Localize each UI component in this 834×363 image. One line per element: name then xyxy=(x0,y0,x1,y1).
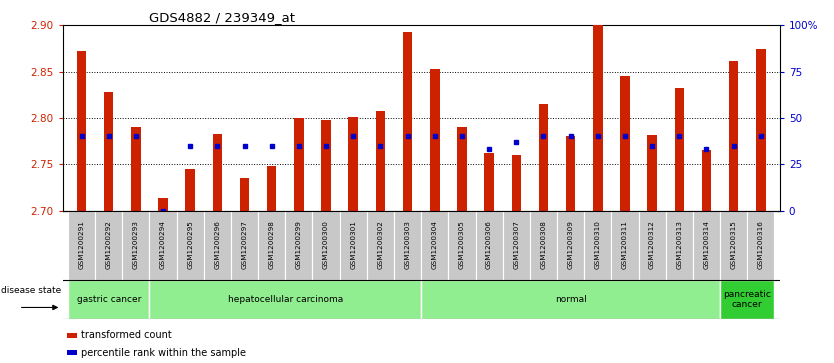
Text: GSM1200315: GSM1200315 xyxy=(731,221,736,269)
Text: GSM1200296: GSM1200296 xyxy=(214,221,220,269)
Text: GSM1200301: GSM1200301 xyxy=(350,221,356,269)
Bar xyxy=(756,49,766,211)
Bar xyxy=(339,211,367,280)
Bar xyxy=(285,211,313,280)
Bar xyxy=(231,211,259,280)
Bar xyxy=(747,211,774,280)
Text: gastric cancer: gastric cancer xyxy=(77,295,141,304)
Bar xyxy=(620,76,630,211)
Text: GSM1200293: GSM1200293 xyxy=(133,221,139,269)
Bar xyxy=(720,211,747,280)
Bar xyxy=(639,211,666,280)
Bar xyxy=(104,92,113,211)
Text: GSM1200302: GSM1200302 xyxy=(378,221,384,269)
Text: hepatocellular carcinoma: hepatocellular carcinoma xyxy=(228,295,343,304)
Bar xyxy=(403,32,412,211)
Text: GSM1200304: GSM1200304 xyxy=(432,221,438,269)
Bar xyxy=(503,211,530,280)
Text: GSM1200316: GSM1200316 xyxy=(758,221,764,269)
Bar xyxy=(584,211,611,280)
Bar xyxy=(611,211,639,280)
Bar xyxy=(530,211,557,280)
Bar xyxy=(539,104,548,211)
Bar xyxy=(675,88,684,211)
Text: percentile rank within the sample: percentile rank within the sample xyxy=(81,347,246,358)
Bar xyxy=(259,211,285,280)
Bar xyxy=(511,155,521,211)
Text: GSM1200314: GSM1200314 xyxy=(703,221,710,269)
Bar xyxy=(375,111,385,211)
Bar xyxy=(68,280,149,319)
Bar xyxy=(421,211,449,280)
Bar xyxy=(95,211,123,280)
Text: GSM1200310: GSM1200310 xyxy=(595,221,600,269)
Text: GSM1200307: GSM1200307 xyxy=(513,221,520,269)
Bar xyxy=(557,211,584,280)
Text: GSM1200298: GSM1200298 xyxy=(269,221,274,269)
Bar xyxy=(67,333,77,338)
Bar xyxy=(693,211,720,280)
Text: GSM1200311: GSM1200311 xyxy=(622,221,628,269)
Text: GSM1200303: GSM1200303 xyxy=(404,221,410,269)
Bar xyxy=(349,117,358,211)
Bar xyxy=(149,280,421,319)
Text: GSM1200300: GSM1200300 xyxy=(323,221,329,269)
Bar xyxy=(449,211,475,280)
Bar xyxy=(131,127,141,211)
Bar xyxy=(367,211,394,280)
Text: GSM1200308: GSM1200308 xyxy=(540,221,546,269)
Bar xyxy=(647,135,657,211)
Bar xyxy=(565,136,575,211)
Bar xyxy=(729,61,738,211)
Bar xyxy=(457,127,467,211)
Bar xyxy=(158,197,168,211)
Text: disease state: disease state xyxy=(1,286,62,295)
Text: GSM1200312: GSM1200312 xyxy=(649,221,655,269)
Bar xyxy=(240,178,249,211)
Bar xyxy=(123,211,149,280)
Text: GSM1200295: GSM1200295 xyxy=(188,221,193,269)
Bar xyxy=(720,280,774,319)
Bar xyxy=(421,280,720,319)
Bar xyxy=(593,24,602,211)
Bar xyxy=(294,118,304,211)
Text: GSM1200306: GSM1200306 xyxy=(486,221,492,269)
Bar xyxy=(213,134,222,211)
Text: GSM1200292: GSM1200292 xyxy=(106,221,112,269)
Bar xyxy=(485,153,494,211)
Text: normal: normal xyxy=(555,295,586,304)
Text: GSM1200313: GSM1200313 xyxy=(676,221,682,269)
Text: GSM1200291: GSM1200291 xyxy=(78,221,84,269)
Text: GSM1200309: GSM1200309 xyxy=(568,221,574,269)
Text: pancreatic
cancer: pancreatic cancer xyxy=(723,290,771,309)
Bar xyxy=(394,211,421,280)
Bar xyxy=(203,211,231,280)
Bar xyxy=(475,211,503,280)
Text: GSM1200305: GSM1200305 xyxy=(459,221,465,269)
Bar xyxy=(149,211,177,280)
Bar xyxy=(77,51,87,211)
Text: transformed count: transformed count xyxy=(81,330,172,340)
Text: GDS4882 / 239349_at: GDS4882 / 239349_at xyxy=(148,11,294,24)
Text: GSM1200294: GSM1200294 xyxy=(160,221,166,269)
Text: GSM1200299: GSM1200299 xyxy=(296,221,302,269)
Bar xyxy=(177,211,203,280)
Bar xyxy=(666,211,693,280)
Bar xyxy=(321,120,331,211)
Bar xyxy=(313,211,339,280)
Bar xyxy=(185,169,195,211)
Bar xyxy=(68,211,95,280)
Bar xyxy=(67,350,77,355)
Bar xyxy=(267,166,277,211)
Bar xyxy=(430,69,440,211)
Text: GSM1200297: GSM1200297 xyxy=(242,221,248,269)
Bar xyxy=(701,150,711,211)
